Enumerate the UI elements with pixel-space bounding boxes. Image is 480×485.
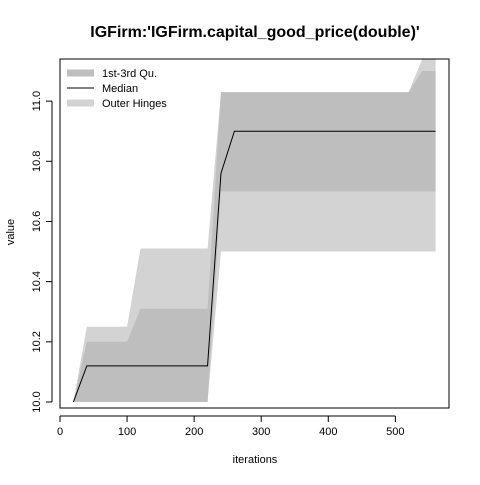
x-tick-label: 0 [57, 426, 63, 438]
plot-frame [59, 58, 450, 409]
y-axis-label: value [5, 219, 17, 245]
plot-series [72, 59, 436, 403]
plot-area [72, 59, 436, 403]
median-line [72, 130, 436, 403]
y-tick-label: 10.0 [31, 391, 43, 412]
y-tick-label: 10.4 [31, 271, 43, 292]
x-tick-label: 500 [386, 426, 404, 438]
x-tick-label: 100 [118, 426, 136, 438]
x-tick-label: 200 [185, 426, 203, 438]
legend-label-1st-3rd-qu: 1st-3rd Qu. [102, 68, 157, 80]
legend: 1st-3rd Qu. Median Outer Hinges [67, 68, 167, 110]
legend-label-outer-hinges: Outer Hinges [102, 98, 167, 110]
y-tick-label: 10.6 [31, 211, 43, 232]
x-tick-label: 300 [252, 426, 270, 438]
y-tick-label: 11.0 [31, 91, 43, 112]
x-axis-label: iterations [233, 454, 278, 466]
chart-title: IGFirm:'IGFirm.capital_good_price(double… [90, 24, 419, 41]
y-tick-label: 10.8 [31, 151, 43, 172]
y-tick-label: 10.2 [31, 331, 43, 352]
x-tick-label: 400 [319, 426, 337, 438]
legend-label-median: Median [102, 83, 138, 95]
iqr-band [73, 71, 436, 402]
axes: 0 100 200 300 400 500 10.0 10.2 10.4 10.6 10.8 11.0 [31, 58, 450, 438]
